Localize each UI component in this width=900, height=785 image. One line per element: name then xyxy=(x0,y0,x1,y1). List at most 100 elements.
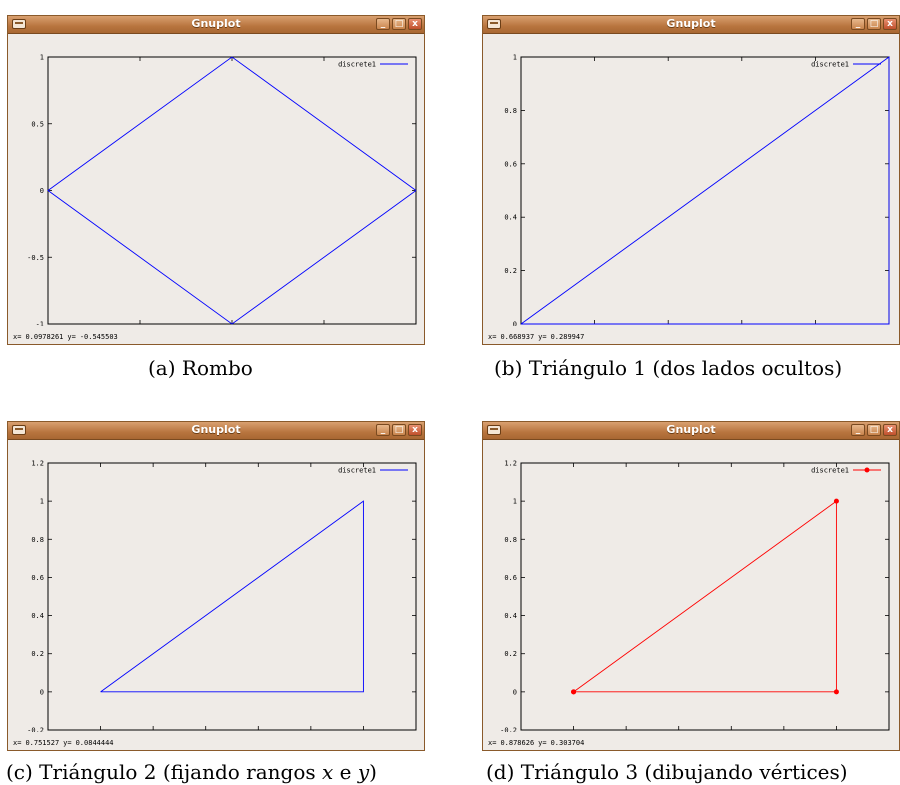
legend-label: discrete1 xyxy=(811,467,849,475)
maximize-button[interactable]: □ xyxy=(867,424,881,436)
caption-c-var-y: y xyxy=(357,760,370,784)
window-title: Gnuplot xyxy=(666,423,716,436)
y-tick-label: 0.6 xyxy=(504,574,517,582)
minimize-button[interactable]: _ xyxy=(851,424,865,436)
window-menu-icon[interactable] xyxy=(487,425,501,435)
window-title: Gnuplot xyxy=(191,423,241,436)
caption-c-end: ) xyxy=(369,760,377,784)
y-tick-label: 0.6 xyxy=(504,160,517,168)
plot-frame xyxy=(520,462,890,731)
window-menu-icon[interactable] xyxy=(487,19,501,29)
y-tick-label: 0.6 xyxy=(31,574,44,582)
y-tick-label: 0 xyxy=(513,688,517,696)
minimize-button[interactable]: _ xyxy=(851,18,865,30)
status-y-label: y= xyxy=(538,333,547,341)
gnuplot-window-c: Gnuplot _ □ x -0.200.20.40.60.811.2-0.20… xyxy=(7,421,425,751)
y-tick-label: 0.4 xyxy=(31,612,44,620)
window-menu-icon[interactable] xyxy=(12,425,26,435)
cursor-status: x= 0.0978261 y= -0.545503 xyxy=(13,333,122,341)
status-y-value: -0.545503 xyxy=(79,333,118,341)
gnuplot-window-d: Gnuplot _ □ x -0.200.20.40.60.811.2-0.20… xyxy=(482,421,900,751)
maximize-button[interactable]: □ xyxy=(867,18,881,30)
y-tick-label: 0.8 xyxy=(504,107,517,115)
status-y-value: 0.303704 xyxy=(550,739,585,747)
y-tick-label: 1 xyxy=(513,498,517,506)
y-tick-label: -0.5 xyxy=(27,254,44,262)
maximize-button[interactable]: □ xyxy=(392,424,406,436)
gnuplot-window-a: Gnuplot _ □ x -1-0.500.51-1-0.500.51disc… xyxy=(7,15,425,345)
close-button[interactable]: x xyxy=(883,424,897,436)
gnuplot-window-b: Gnuplot _ □ x 00.20.40.60.8100.20.40.60.… xyxy=(482,15,900,345)
y-tick-label: -0.2 xyxy=(500,727,517,733)
series-line xyxy=(100,500,364,693)
series-line xyxy=(520,56,890,325)
caption-b: (b) Triángulo 1 (dos lados ocultos) xyxy=(494,356,843,380)
y-tick-label: 0.8 xyxy=(504,536,517,544)
y-tick-label: 0.8 xyxy=(31,536,44,544)
y-tick-label: -1 xyxy=(36,321,44,327)
y-tick-label: 0.4 xyxy=(504,214,517,222)
caption-c-var-x: x xyxy=(322,760,334,784)
close-button[interactable]: x xyxy=(408,424,422,436)
y-tick-label: 0.2 xyxy=(504,267,517,275)
maximize-button[interactable]: □ xyxy=(392,18,406,30)
status-x-label: x= xyxy=(13,333,22,341)
status-y-label: y= xyxy=(63,739,72,747)
series-point xyxy=(833,689,839,695)
y-tick-label: 1 xyxy=(40,498,44,506)
window-titlebar[interactable]: Gnuplot _ □ x xyxy=(483,16,899,34)
legend-marker xyxy=(864,467,870,473)
window-title: Gnuplot xyxy=(666,17,716,30)
status-y-label: y= xyxy=(67,333,76,341)
plot-frame xyxy=(47,462,417,731)
y-tick-label: 1 xyxy=(40,54,44,62)
y-tick-label: 0 xyxy=(40,688,44,696)
close-button[interactable]: x xyxy=(408,18,422,30)
close-button[interactable]: x xyxy=(883,18,897,30)
plot-canvas[interactable]: -0.200.20.40.60.811.2-0.200.20.40.60.811… xyxy=(8,440,424,732)
cursor-status: x= 0.668937 y= 0.289947 xyxy=(488,333,588,341)
caption-a: (a) Rombo xyxy=(148,356,253,380)
caption-c-text: (c) Triángulo 2 (fijando rangos xyxy=(6,760,316,784)
y-tick-label: 0.2 xyxy=(31,650,44,658)
caption-d: (d) Triángulo 3 (dibujando vértices) xyxy=(486,760,848,784)
legend-label: discrete1 xyxy=(338,61,376,69)
y-tick-label: -0.2 xyxy=(27,727,44,733)
y-tick-label: 0.2 xyxy=(504,650,517,658)
y-tick-label: 0.5 xyxy=(31,120,44,128)
window-titlebar[interactable]: Gnuplot _ □ x xyxy=(483,422,899,440)
status-x-label: x= xyxy=(488,333,497,341)
status-y-value: 0.289947 xyxy=(550,333,585,341)
status-y-label: y= xyxy=(538,739,547,747)
cursor-status: x= 0.751527 y= 0.0844444 xyxy=(13,739,118,747)
status-y-value: 0.0844444 xyxy=(75,739,114,747)
y-tick-label: 1.2 xyxy=(504,460,517,468)
y-tick-label: 1.2 xyxy=(31,460,44,468)
series-point xyxy=(833,498,839,504)
y-tick-label: 1 xyxy=(513,54,517,62)
plot-frame xyxy=(47,56,417,325)
window-titlebar[interactable]: Gnuplot _ □ x xyxy=(8,16,424,34)
series-line xyxy=(47,56,417,325)
plot-canvas[interactable]: -0.200.20.40.60.811.2-0.200.20.40.60.811… xyxy=(483,440,899,732)
window-titlebar[interactable]: Gnuplot _ □ x xyxy=(8,422,424,440)
window-menu-icon[interactable] xyxy=(12,19,26,29)
y-tick-label: 0 xyxy=(40,187,44,195)
y-tick-label: 0 xyxy=(513,321,517,327)
legend-label: discrete1 xyxy=(811,61,849,69)
status-x-value: 0.751527 xyxy=(25,739,60,747)
status-x-value: 0.878626 xyxy=(500,739,535,747)
status-x-label: x= xyxy=(13,739,22,747)
cursor-status: x= 0.878626 y= 0.303704 xyxy=(488,739,588,747)
minimize-button[interactable]: _ xyxy=(376,424,390,436)
series-line xyxy=(573,500,837,693)
y-tick-label: 0.4 xyxy=(504,612,517,620)
status-x-value: 0.0978261 xyxy=(25,333,64,341)
legend-label: discrete1 xyxy=(338,467,376,475)
status-x-value: 0.668937 xyxy=(500,333,535,341)
status-x-label: x= xyxy=(488,739,497,747)
minimize-button[interactable]: _ xyxy=(376,18,390,30)
window-title: Gnuplot xyxy=(191,17,241,30)
